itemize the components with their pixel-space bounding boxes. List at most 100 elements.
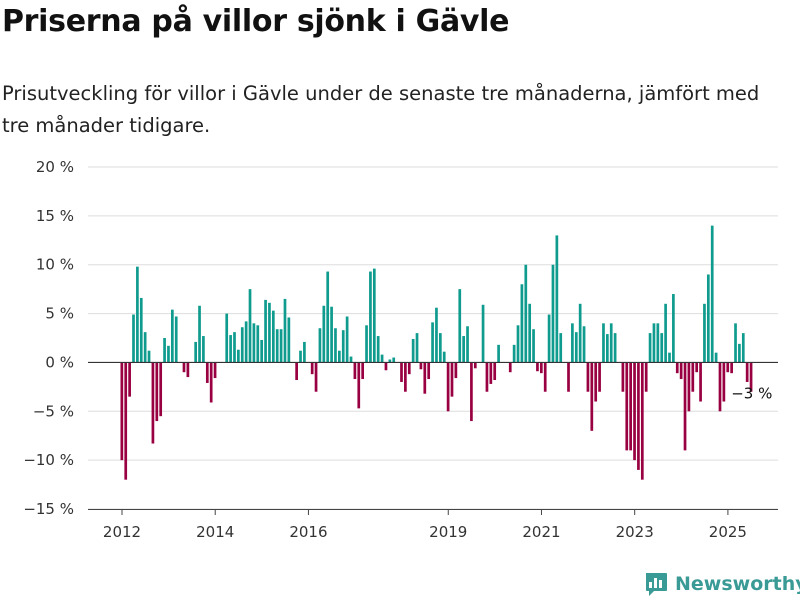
bar	[738, 343, 741, 363]
bar	[699, 362, 702, 402]
bar	[279, 329, 283, 363]
y-tick-label: −10 %	[23, 451, 74, 469]
bar	[310, 362, 314, 375]
bar	[205, 362, 209, 383]
bar	[489, 362, 493, 384]
bar	[357, 362, 361, 409]
x-tick-label: 2019	[429, 523, 467, 541]
bar	[136, 266, 139, 363]
bar	[392, 357, 396, 363]
bar	[400, 362, 403, 382]
bar	[621, 362, 625, 392]
bar	[703, 303, 706, 363]
bars	[120, 225, 753, 480]
bar	[481, 304, 485, 363]
bar	[555, 235, 559, 363]
bar	[388, 359, 392, 363]
bar	[427, 362, 431, 380]
bar	[520, 284, 524, 363]
bar	[536, 362, 539, 372]
x-tick-label: 2012	[103, 523, 141, 541]
bar	[202, 336, 205, 363]
bar	[237, 349, 240, 363]
bar	[664, 303, 667, 363]
bar	[314, 362, 318, 392]
bar	[539, 362, 543, 374]
brand-logo[interactable]: Newsworthy	[644, 570, 800, 598]
bar	[687, 362, 691, 412]
bar	[147, 350, 151, 363]
bar	[745, 362, 749, 382]
bar	[528, 303, 532, 363]
bar	[372, 268, 376, 363]
brand-name: Newsworthy	[675, 573, 800, 595]
bar	[734, 323, 737, 363]
bar	[353, 362, 357, 380]
bar	[411, 338, 415, 363]
bar	[718, 362, 722, 412]
bar	[415, 333, 419, 363]
bar	[182, 362, 186, 373]
bar	[120, 362, 124, 461]
bar	[726, 362, 730, 373]
bar	[637, 362, 640, 470]
bar	[345, 316, 349, 363]
bar	[613, 333, 617, 363]
bar	[582, 326, 586, 363]
bar	[380, 354, 384, 363]
bar	[376, 336, 380, 363]
bar	[264, 299, 267, 363]
bar	[532, 329, 535, 363]
bar	[326, 271, 330, 363]
bar	[318, 328, 322, 363]
bar	[139, 297, 143, 363]
bar	[470, 362, 473, 422]
bar	[524, 264, 528, 363]
bar	[271, 310, 275, 363]
bar	[485, 362, 489, 392]
bar	[660, 333, 664, 363]
bar	[404, 362, 407, 392]
bar	[652, 323, 656, 363]
bar	[691, 362, 695, 392]
bar	[442, 351, 446, 363]
bar	[423, 362, 427, 394]
bar	[338, 350, 341, 363]
x-tick-label: 2016	[289, 523, 327, 541]
y-tick-label: 20 %	[36, 158, 74, 176]
bar	[594, 362, 598, 402]
bar	[299, 350, 302, 363]
bar	[508, 362, 512, 373]
bar	[248, 289, 252, 363]
bar	[252, 323, 256, 363]
bar	[640, 362, 644, 480]
y-tick-label: 0 %	[45, 353, 74, 371]
bar	[431, 322, 434, 363]
bar	[435, 307, 438, 363]
bar	[644, 362, 648, 392]
x-tick-label: 2023	[616, 523, 654, 541]
bar	[741, 333, 745, 363]
bar	[633, 362, 636, 461]
bar	[151, 362, 155, 444]
bar	[225, 313, 229, 363]
bar	[629, 362, 632, 451]
bar	[590, 362, 594, 431]
bar	[268, 302, 271, 363]
bar	[567, 362, 570, 392]
bar	[341, 330, 345, 363]
bar	[260, 339, 264, 363]
bar	[602, 323, 605, 363]
x-tick-label: 2025	[709, 523, 747, 541]
bar	[722, 362, 726, 402]
x-tick-label: 2021	[522, 523, 560, 541]
bar	[559, 333, 563, 363]
bar	[198, 305, 201, 363]
bar	[609, 323, 613, 363]
bar	[574, 332, 578, 363]
y-tick-label: −15 %	[23, 500, 74, 518]
bar	[551, 264, 555, 363]
bar	[128, 362, 131, 397]
bar	[365, 325, 368, 363]
